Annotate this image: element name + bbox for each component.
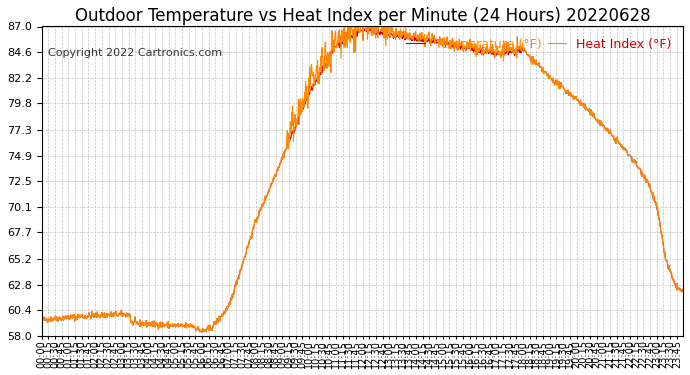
Text: Copyright 2022 Cartronics.com: Copyright 2022 Cartronics.com	[48, 48, 222, 58]
Temperature (°F)	[547, 76, 555, 81]
Heat Index (°F)	[180, 324, 188, 328]
Temperature (°F)	[679, 289, 687, 294]
Heat Index (°F)	[463, 46, 471, 50]
Heat Index (°F)	[197, 330, 206, 335]
Legend: Temperature (°F), Heat Index (°F): Temperature (°F), Heat Index (°F)	[401, 33, 677, 56]
Temperature (°F)	[604, 127, 612, 131]
Temperature (°F)	[164, 326, 172, 331]
Heat Index (°F)	[547, 76, 555, 81]
Temperature (°F)	[253, 220, 261, 224]
Heat Index (°F)	[679, 289, 687, 294]
Heat Index (°F)	[253, 220, 261, 224]
Title: Outdoor Temperature vs Heat Index per Minute (24 Hours) 20220628: Outdoor Temperature vs Heat Index per Mi…	[75, 7, 650, 25]
Line: Temperature (°F): Temperature (°F)	[41, 28, 683, 333]
Heat Index (°F)	[604, 127, 612, 131]
Temperature (°F)	[180, 324, 188, 328]
Heat Index (°F)	[37, 317, 46, 321]
Line: Heat Index (°F): Heat Index (°F)	[41, 0, 683, 333]
Temperature (°F)	[37, 317, 46, 321]
Heat Index (°F)	[164, 326, 172, 331]
Temperature (°F)	[197, 330, 206, 335]
Temperature (°F)	[374, 26, 382, 31]
Temperature (°F)	[463, 44, 471, 49]
